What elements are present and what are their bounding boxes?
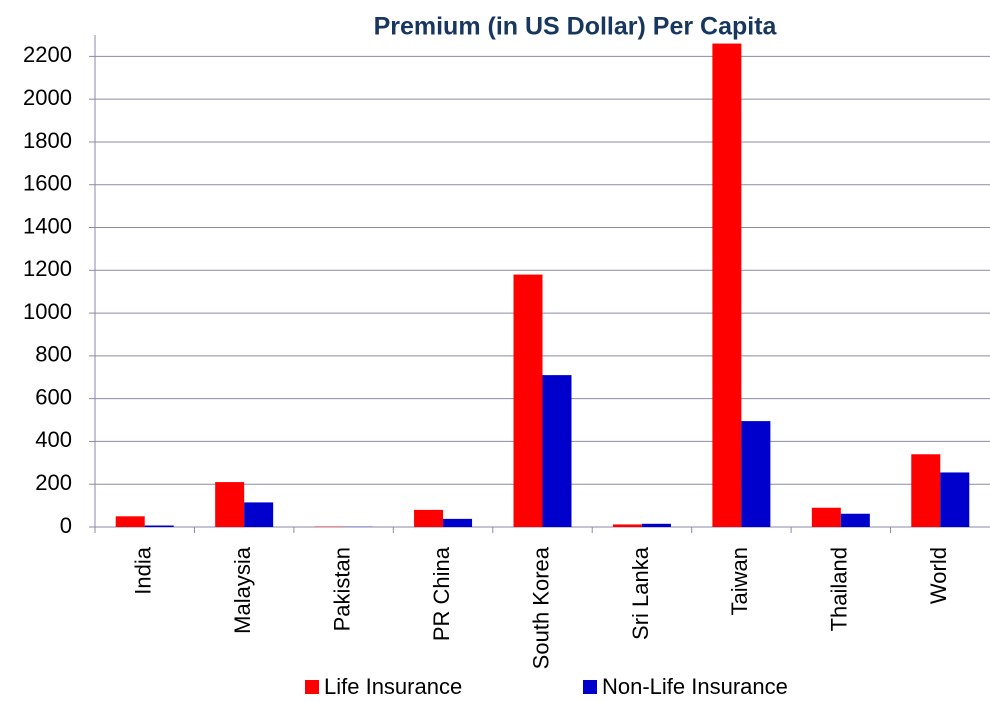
bar <box>712 43 742 528</box>
bar <box>513 274 543 527</box>
bar <box>911 454 941 527</box>
bar <box>940 472 970 527</box>
y-tick-label: 1200 <box>23 256 72 281</box>
legend-label: Non-Life Insurance <box>602 674 788 699</box>
x-tick-label: Taiwan <box>727 547 752 615</box>
bar <box>811 507 841 527</box>
legend-swatch <box>305 680 319 694</box>
y-tick-label: 800 <box>35 342 72 367</box>
y-tick-label: 0 <box>60 513 72 538</box>
x-tick-label: Pakistan <box>329 547 354 631</box>
bar <box>414 509 444 527</box>
bar <box>443 518 473 527</box>
bar <box>144 525 174 527</box>
y-tick-label: 2200 <box>23 42 72 67</box>
y-tick-label: 400 <box>35 427 72 452</box>
x-tick-label: South Korea <box>528 546 553 669</box>
y-tick-label: 2000 <box>23 85 72 110</box>
y-tick-label: 1400 <box>23 213 72 238</box>
bar <box>741 421 771 527</box>
bar <box>840 513 870 527</box>
x-tick-label: Sri Lanka <box>628 546 653 640</box>
bar <box>215 482 245 527</box>
legend-label: Life Insurance <box>324 674 462 699</box>
x-tick-label: PR China <box>429 546 454 641</box>
y-tick-label: 1800 <box>23 128 72 153</box>
bar <box>244 502 274 527</box>
y-tick-label: 200 <box>35 470 72 495</box>
x-tick-label: Malaysia <box>230 546 255 634</box>
bar <box>115 516 145 527</box>
bar <box>612 524 642 527</box>
x-tick-label: India <box>131 546 156 594</box>
y-tick-label: 600 <box>35 384 72 409</box>
bar <box>641 523 671 527</box>
legend-swatch <box>583 680 597 694</box>
chart-title: Premium (in US Dollar) Per Capita <box>374 13 778 41</box>
bar <box>542 375 572 527</box>
y-tick-label: 1000 <box>23 299 72 324</box>
x-tick-label: Thailand <box>827 547 852 631</box>
y-tick-label: 1600 <box>23 171 72 196</box>
x-tick-label: World <box>926 547 951 604</box>
